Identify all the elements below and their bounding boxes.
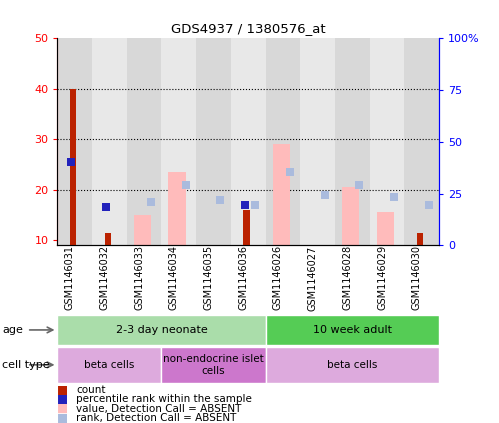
Text: ■: ■: [57, 412, 68, 423]
Bar: [127, 38, 162, 245]
Bar: [70, 89, 76, 245]
Bar: [300, 38, 335, 245]
Text: 2-3 day neonate: 2-3 day neonate: [116, 325, 208, 335]
Bar: [265, 315, 439, 345]
Text: GSM1146034: GSM1146034: [169, 245, 179, 310]
Text: GSM1146027: GSM1146027: [308, 245, 318, 310]
Bar: [134, 215, 151, 245]
Text: beta cells: beta cells: [327, 360, 378, 370]
Text: GSM1146028: GSM1146028: [342, 245, 352, 310]
Bar: [169, 172, 186, 245]
Bar: [57, 315, 265, 345]
Bar: [92, 38, 127, 245]
Text: GSM1146036: GSM1146036: [238, 245, 248, 310]
Bar: [57, 38, 92, 245]
Bar: [272, 144, 290, 245]
Bar: [335, 38, 370, 245]
Text: GSM1146032: GSM1146032: [99, 245, 109, 310]
Bar: [105, 233, 111, 245]
Text: percentile rank within the sample: percentile rank within the sample: [76, 394, 252, 404]
Text: age: age: [2, 325, 23, 335]
Text: rank, Detection Call = ABSENT: rank, Detection Call = ABSENT: [76, 413, 237, 423]
Bar: [57, 347, 162, 383]
Text: GSM1146033: GSM1146033: [134, 245, 144, 310]
Text: beta cells: beta cells: [84, 360, 135, 370]
Bar: [377, 212, 394, 245]
Bar: [162, 347, 265, 383]
Bar: [162, 38, 196, 245]
Text: value, Detection Call = ABSENT: value, Detection Call = ABSENT: [76, 404, 242, 414]
Text: GSM1146029: GSM1146029: [377, 245, 387, 310]
Text: ■: ■: [57, 384, 68, 396]
Text: cell type: cell type: [2, 360, 50, 370]
Text: ■: ■: [57, 402, 68, 415]
Bar: [244, 210, 250, 245]
Bar: [417, 233, 423, 245]
Bar: [370, 38, 404, 245]
Bar: [404, 38, 439, 245]
Title: GDS4937 / 1380576_at: GDS4937 / 1380576_at: [171, 22, 325, 36]
Text: count: count: [76, 385, 106, 395]
Text: 10 week adult: 10 week adult: [313, 325, 392, 335]
Text: GSM1146035: GSM1146035: [204, 245, 214, 310]
Text: GSM1146026: GSM1146026: [273, 245, 283, 310]
Text: ■: ■: [57, 393, 68, 406]
Bar: [196, 38, 231, 245]
Bar: [265, 347, 439, 383]
Bar: [231, 38, 265, 245]
Text: GSM1146031: GSM1146031: [65, 245, 75, 310]
Bar: [342, 187, 359, 245]
Text: non-endocrine islet
cells: non-endocrine islet cells: [163, 354, 264, 376]
Bar: [265, 38, 300, 245]
Text: GSM1146030: GSM1146030: [412, 245, 422, 310]
